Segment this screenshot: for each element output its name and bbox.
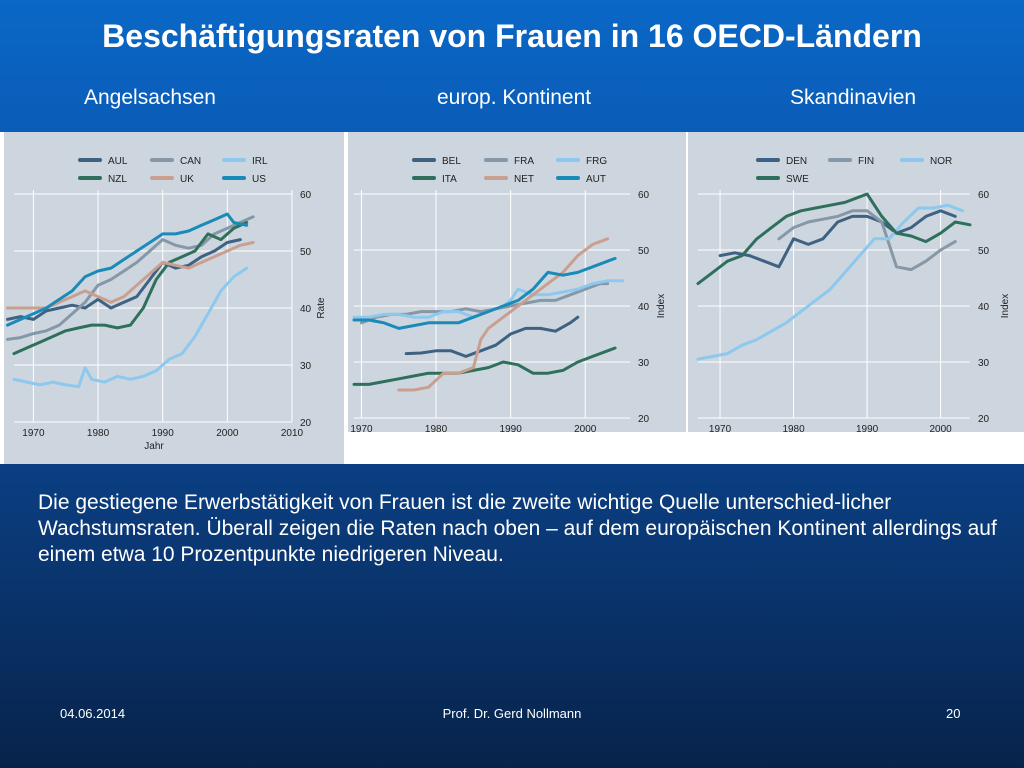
plot-background (4, 132, 344, 464)
legend-label-swe: SWE (786, 174, 809, 185)
legend-label-net: NET (514, 174, 534, 185)
footer-author: Prof. Dr. Gerd Nollmann (442, 706, 582, 721)
series-line-swe (696, 192, 972, 286)
slide-title: Beschäftigungsraten von Frauen in 16 OEC… (102, 18, 922, 54)
chart-europ-kontinent: 20304050601970198019902000JahrIndexBELFR… (348, 132, 686, 432)
legend-label-can: CAN (180, 156, 201, 167)
x-tick-label: 2000 (574, 424, 597, 432)
x-tick-label: 1970 (709, 424, 732, 432)
y-tick-label: 20 (978, 414, 990, 425)
y-tick-label: 20 (300, 418, 312, 429)
y-tick-label: 40 (300, 304, 312, 315)
plot-background (688, 132, 1024, 432)
series-line-bel (404, 315, 580, 358)
y-tick-label: 40 (978, 302, 990, 313)
series-line-aut (352, 256, 617, 330)
legend-label-aut: AUT (586, 174, 606, 185)
series-line-den (718, 209, 957, 269)
series-line-aul (6, 238, 242, 321)
x-tick-label: 1970 (22, 428, 45, 439)
chart-svg: 20 30 40 50 60 1970 1980 1990 2000 2010 Jahr Rate AU… (4, 132, 344, 464)
series-line-us (6, 212, 249, 327)
legend-label-bel: BEL (442, 156, 461, 167)
y-tick-label: 30 (978, 358, 990, 369)
series-line-ita (352, 346, 617, 386)
series-line-nzl (12, 221, 249, 356)
series-line-net (397, 237, 610, 392)
y-axis-label: Rate (316, 297, 327, 319)
chart-svg: 20304050601970198019902000JahrIndexBELFR… (348, 132, 686, 432)
y-tick-label: 40 (638, 302, 650, 313)
panel-label-angelsachsen: Angelsachsen (84, 86, 216, 109)
x-tick-label: 2000 (216, 428, 239, 439)
chart-skandinavien: 20304050601970198019902000JahrIndexDENFI… (688, 132, 1024, 432)
footer-date: 04.06.2014 (60, 706, 126, 721)
legend-label-ita: ITA (442, 174, 457, 185)
footer-page-number: 20 (946, 706, 961, 721)
x-tick-label: 1990 (856, 424, 879, 432)
x-tick-label: 1990 (500, 424, 523, 432)
y-tick-label: 60 (300, 190, 312, 201)
x-tick-label: 1980 (425, 424, 448, 432)
legend-label-den: DEN (786, 156, 807, 167)
legend-label-fin: FIN (858, 156, 874, 167)
series-line-irl (12, 266, 249, 389)
y-tick-label: 30 (638, 358, 650, 369)
panel-label-europ-kontinent: europ. Kontinent (437, 86, 592, 109)
legend-label-irl: IRL (252, 156, 268, 167)
y-axis-label: Index (656, 294, 667, 318)
plot-background (348, 132, 686, 432)
legend-label-us: US (252, 174, 266, 185)
x-tick-label: 1970 (350, 424, 373, 432)
panel-label-skandinavien: Skandinavien (790, 86, 917, 109)
series-line-nor (696, 203, 965, 361)
legend-label-uk: UK (180, 174, 194, 185)
chart-svg: 20304050601970198019902000JahrIndexDENFI… (688, 132, 1024, 432)
y-tick-label: 50 (300, 247, 312, 258)
series-line-fin (777, 209, 957, 272)
x-tick-label: 1990 (152, 428, 175, 439)
description-paragraph: Die gestiegene Erwerbstätigkeit von Frau… (38, 491, 997, 566)
legend-label-aul: AUL (108, 156, 128, 167)
y-tick-label: 50 (638, 246, 650, 257)
legend-label-nzl: NZL (108, 174, 127, 185)
x-tick-label: 1980 (87, 428, 110, 439)
chart-angelsachsen: 20 30 40 50 60 1970 1980 1990 2000 2010 Jahr Rate AU… (4, 132, 344, 464)
y-tick-label: 30 (300, 361, 312, 372)
y-axis-label: Index (1000, 294, 1011, 318)
x-tick-label: 2000 (929, 424, 952, 432)
x-axis-label: Jahr (144, 441, 164, 452)
legend-label-frg: FRG (586, 156, 607, 167)
x-tick-label: 1980 (782, 424, 805, 432)
y-tick-label: 20 (638, 414, 650, 425)
y-tick-label: 50 (978, 246, 990, 257)
y-tick-label: 60 (638, 190, 650, 201)
x-tick-label: 2010 (281, 428, 304, 439)
legend-label-nor: NOR (930, 156, 952, 167)
legend-label-fra: FRA (514, 156, 534, 167)
y-tick-label: 60 (978, 190, 990, 201)
